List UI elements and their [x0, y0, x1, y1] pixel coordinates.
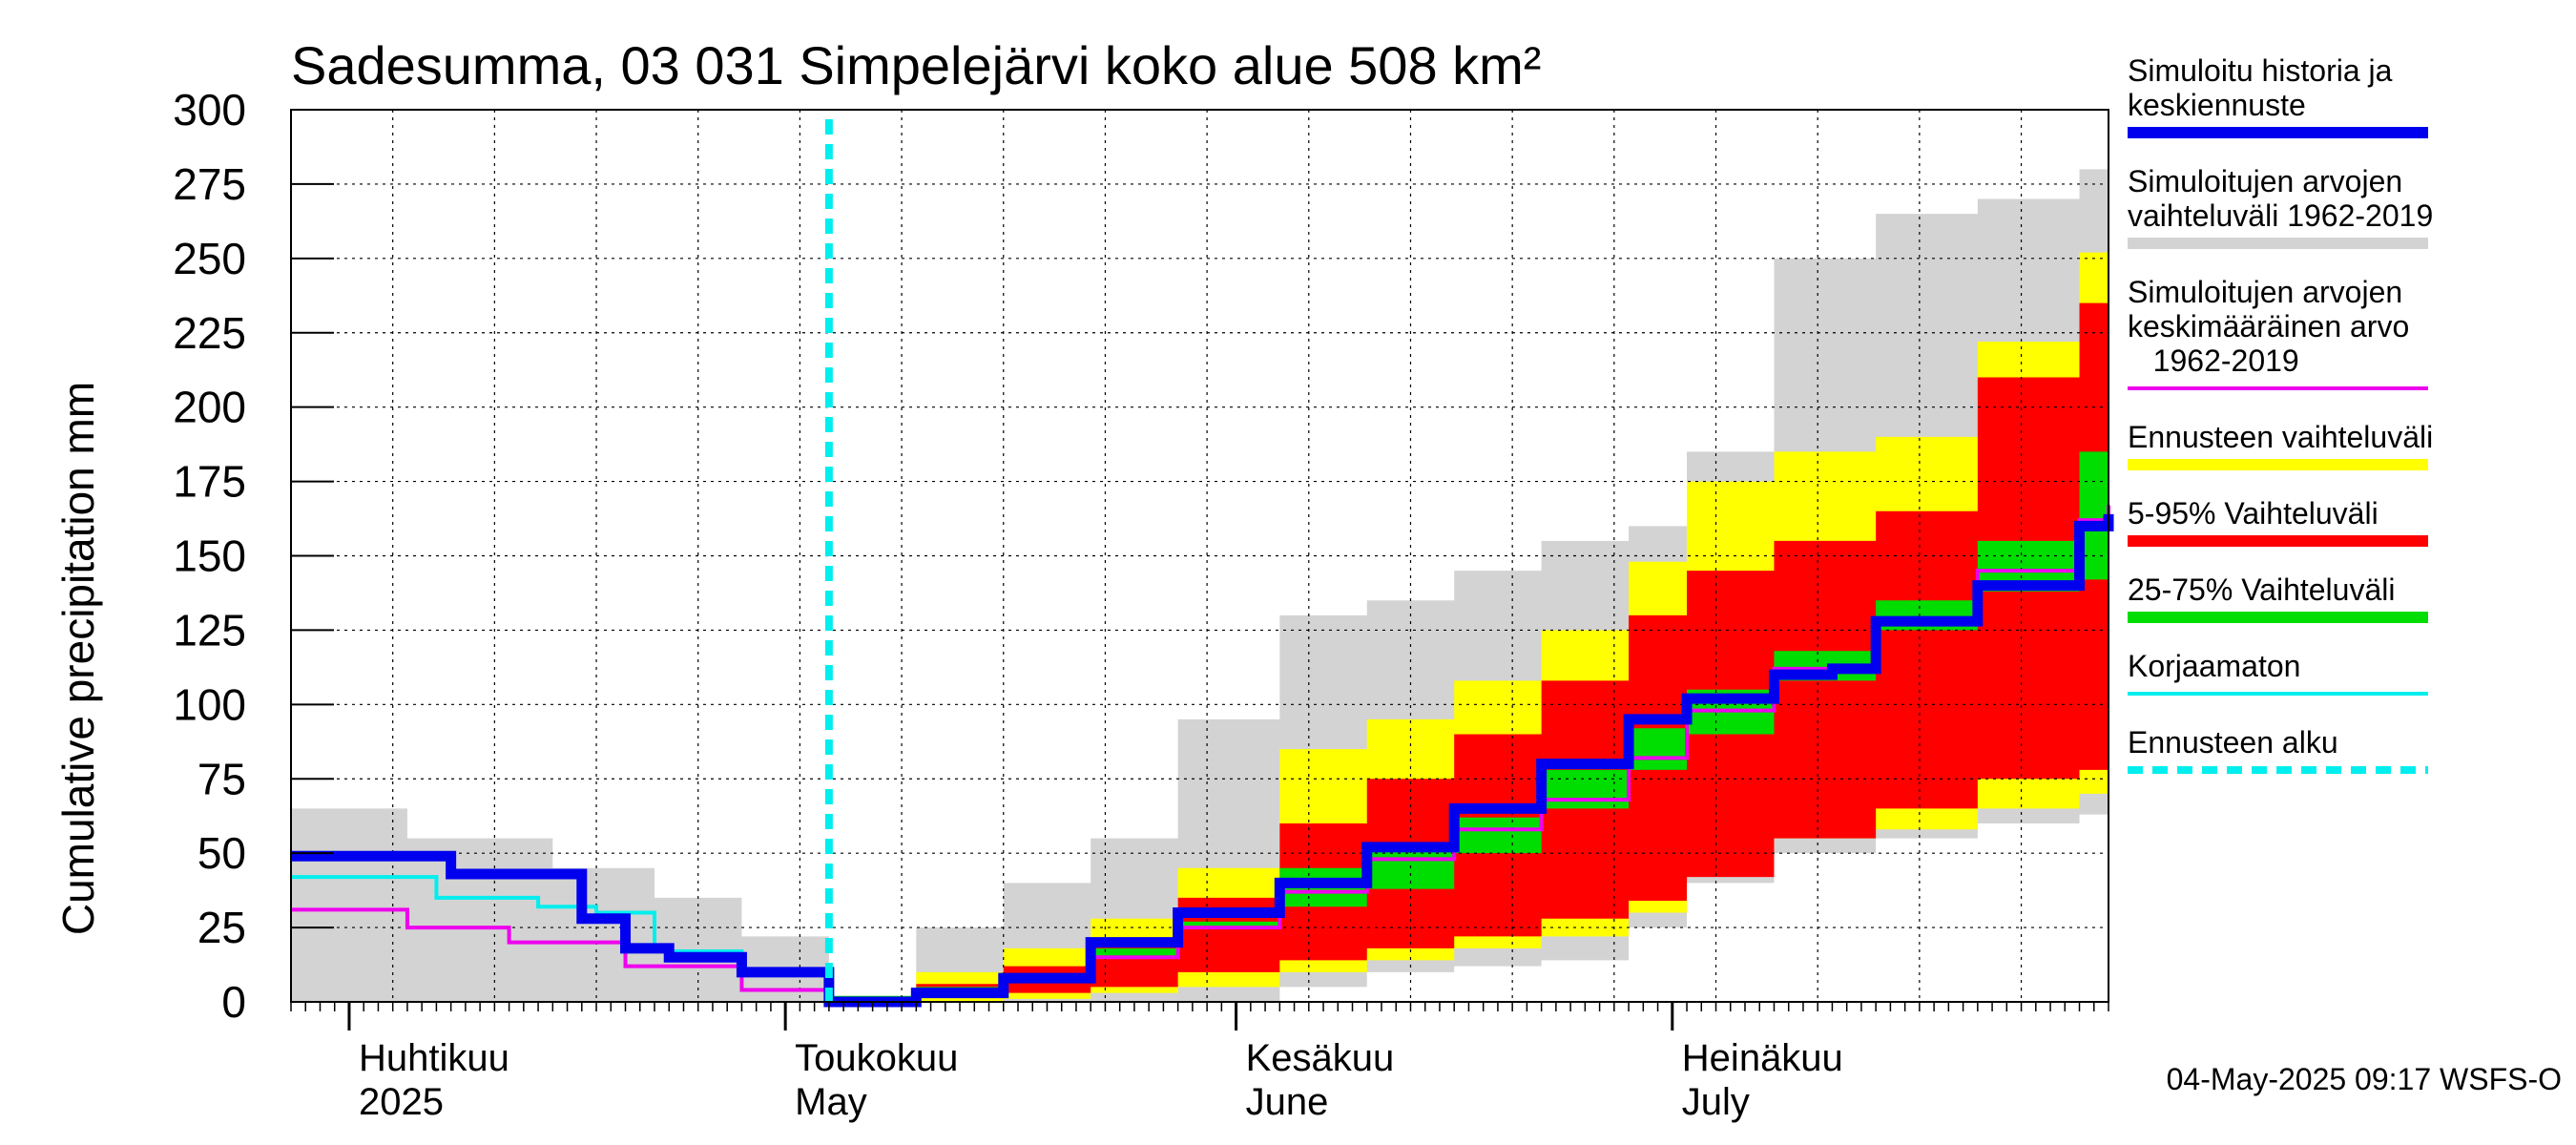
- y-axis-label: Cumulative precipitation mm: [53, 382, 103, 935]
- y-tick-label: 25: [197, 903, 246, 952]
- legend-label: Simuloitujen arvojen: [2128, 275, 2402, 309]
- y-tick-label: 150: [173, 531, 246, 581]
- y-tick-label: 75: [197, 754, 246, 803]
- legend-label: 1962-2019: [2128, 344, 2299, 378]
- month-label: Heinäkuu: [1682, 1037, 1843, 1079]
- y-tick-label: 275: [173, 159, 246, 209]
- legend-label: Simuloitu historia ja: [2128, 53, 2393, 88]
- legend-label: vaihteluväli 1962-2019: [2128, 198, 2433, 233]
- band-5-95-vaihteluv-li: [828, 258, 2109, 1002]
- y-tick-label: 200: [173, 383, 246, 432]
- y-tick-label: 100: [173, 679, 246, 729]
- legend-label: 25-75% Vaihteluväli: [2128, 572, 2395, 607]
- month-label: Toukokuu: [795, 1037, 958, 1079]
- month-sublabel: June: [1246, 1081, 1329, 1123]
- y-tick-label: 50: [197, 828, 246, 878]
- line-simuloitu-historia-ja-keskiennuste: [291, 513, 2114, 1008]
- month-label: Huhtikuu: [359, 1037, 509, 1079]
- legend-label: keskimääräinen arvo: [2128, 309, 2409, 344]
- legend-label: 5-95% Vaihteluväli: [2128, 496, 2379, 531]
- plot-area: 0 25 50 75 100 125 150 175 200 225 250 275 300 Huhtik…: [173, 85, 2114, 1123]
- y-tick-label: 175: [173, 457, 246, 507]
- legend-label: keskiennuste: [2128, 88, 2306, 122]
- chart-title: Sadesumma, 03 031 Simpelejärvi koko alue…: [291, 35, 1541, 95]
- month-label: Kesäkuu: [1246, 1037, 1395, 1079]
- y-tick-label: 125: [173, 605, 246, 655]
- month-sublabel: May: [795, 1081, 867, 1123]
- footer-timestamp: 04-May-2025 09:17 WSFS-O: [2167, 1062, 2562, 1096]
- y-tick-label: 0: [221, 977, 246, 1027]
- legend-label: Simuloitujen arvojen: [2128, 164, 2402, 198]
- y-tick-label: 300: [173, 85, 246, 135]
- y-tick-label: 250: [173, 234, 246, 283]
- month-sublabel: 2025: [359, 1081, 444, 1123]
- legend-label: Ennusteen alku: [2128, 725, 2338, 760]
- legend-label: Korjaamaton: [2128, 649, 2300, 683]
- y-tick-label: 225: [173, 308, 246, 358]
- month-sublabel: July: [1682, 1081, 1750, 1123]
- legend-label: Ennusteen vaihteluväli: [2128, 420, 2433, 454]
